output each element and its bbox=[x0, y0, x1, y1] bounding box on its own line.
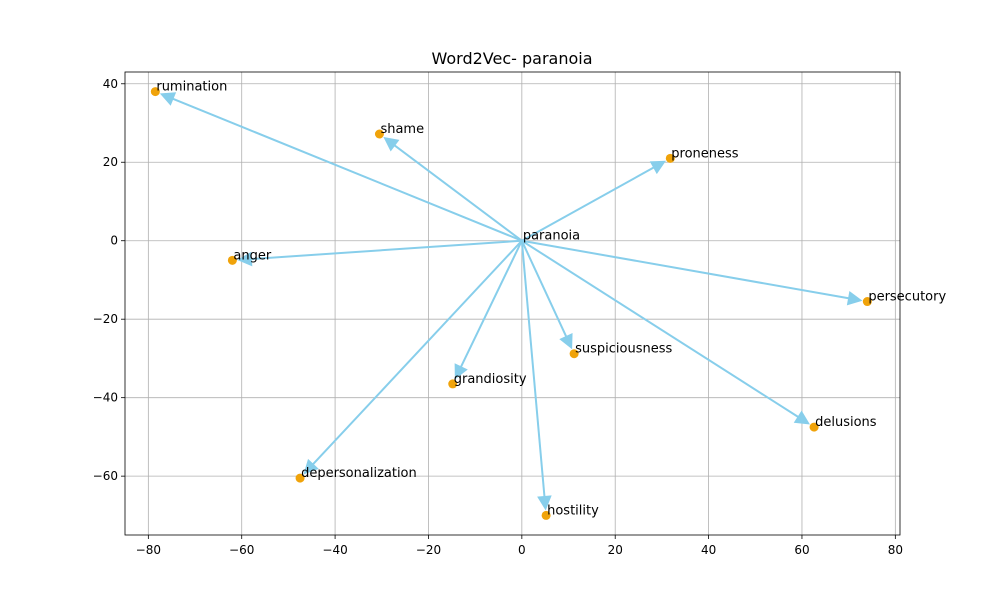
chart-title: Word2Vec- paranoia bbox=[431, 49, 592, 68]
y-tick-label: 40 bbox=[103, 77, 118, 91]
x-tick-label: 80 bbox=[888, 543, 903, 557]
y-tick-label: 0 bbox=[110, 234, 118, 248]
arrow-head bbox=[649, 160, 667, 175]
x-tick-label: −40 bbox=[322, 543, 347, 557]
scatter-point bbox=[809, 422, 819, 432]
point-label: proneness bbox=[671, 146, 739, 161]
point-label: shame bbox=[380, 122, 424, 137]
arrow-head bbox=[846, 290, 863, 306]
y-tick-label: −40 bbox=[93, 391, 118, 405]
scatter-point bbox=[569, 349, 579, 359]
grid bbox=[125, 72, 900, 535]
x-tick-label: −80 bbox=[136, 543, 161, 557]
arrow-shaft bbox=[521, 239, 799, 418]
arrow-shaft bbox=[520, 240, 568, 337]
arrow-head bbox=[537, 495, 552, 511]
arrow-shaft bbox=[251, 239, 522, 261]
point-label: rumination bbox=[156, 80, 227, 95]
x-tick-label: 20 bbox=[608, 543, 623, 557]
arrow-head bbox=[159, 92, 177, 106]
points bbox=[150, 87, 872, 520]
scatter-point bbox=[541, 510, 551, 520]
arrow-shaft bbox=[394, 144, 523, 242]
arrow-head bbox=[793, 410, 810, 425]
y-tick-label: −60 bbox=[93, 469, 118, 483]
scatter-point bbox=[374, 129, 384, 139]
point-label: grandiosity bbox=[454, 372, 527, 387]
point-label: anger bbox=[233, 248, 271, 263]
scatter-point bbox=[862, 297, 872, 307]
scatter-point bbox=[665, 153, 675, 163]
arrow-shaft bbox=[520, 240, 546, 497]
arrow-head bbox=[303, 458, 319, 475]
arrow-shaft bbox=[312, 240, 523, 465]
x-tick-label: 40 bbox=[701, 543, 716, 557]
axis-ticks: −80 −60 −40 −20 0 20 40 60 80 −60 −40 −20 0 20 40 bbox=[93, 77, 903, 557]
arrow-head bbox=[454, 363, 468, 380]
point-label: persecutory bbox=[868, 290, 946, 305]
scatter-point bbox=[448, 379, 458, 389]
point-label: hostility bbox=[547, 503, 599, 518]
x-tick-label: −60 bbox=[229, 543, 254, 557]
x-tick-label: −20 bbox=[416, 543, 441, 557]
arrow-head bbox=[237, 251, 253, 267]
scatter-point bbox=[227, 255, 237, 265]
arrows bbox=[159, 92, 863, 511]
point-label: depersonalization bbox=[301, 466, 417, 481]
y-tick-label: −20 bbox=[93, 312, 118, 326]
x-tick-label: 60 bbox=[794, 543, 809, 557]
point-labels: rumination shame proneness anger persecutory… bbox=[156, 80, 946, 519]
center-label: paranoia bbox=[523, 229, 580, 244]
arrow-shaft bbox=[172, 97, 523, 242]
arrow-shaft bbox=[460, 240, 523, 368]
scatter-point bbox=[150, 87, 160, 97]
x-tick-label: 0 bbox=[518, 543, 526, 557]
arrow-shaft bbox=[521, 239, 849, 300]
arrow-head bbox=[383, 136, 400, 152]
point-label: suspiciousness bbox=[575, 342, 672, 357]
arrow-head bbox=[559, 332, 573, 350]
plot-frame bbox=[124, 71, 901, 536]
point-label: delusions bbox=[815, 415, 877, 430]
y-tick-label: 20 bbox=[103, 155, 118, 169]
arrow-shaft bbox=[521, 166, 655, 242]
scatter-point bbox=[295, 473, 305, 483]
